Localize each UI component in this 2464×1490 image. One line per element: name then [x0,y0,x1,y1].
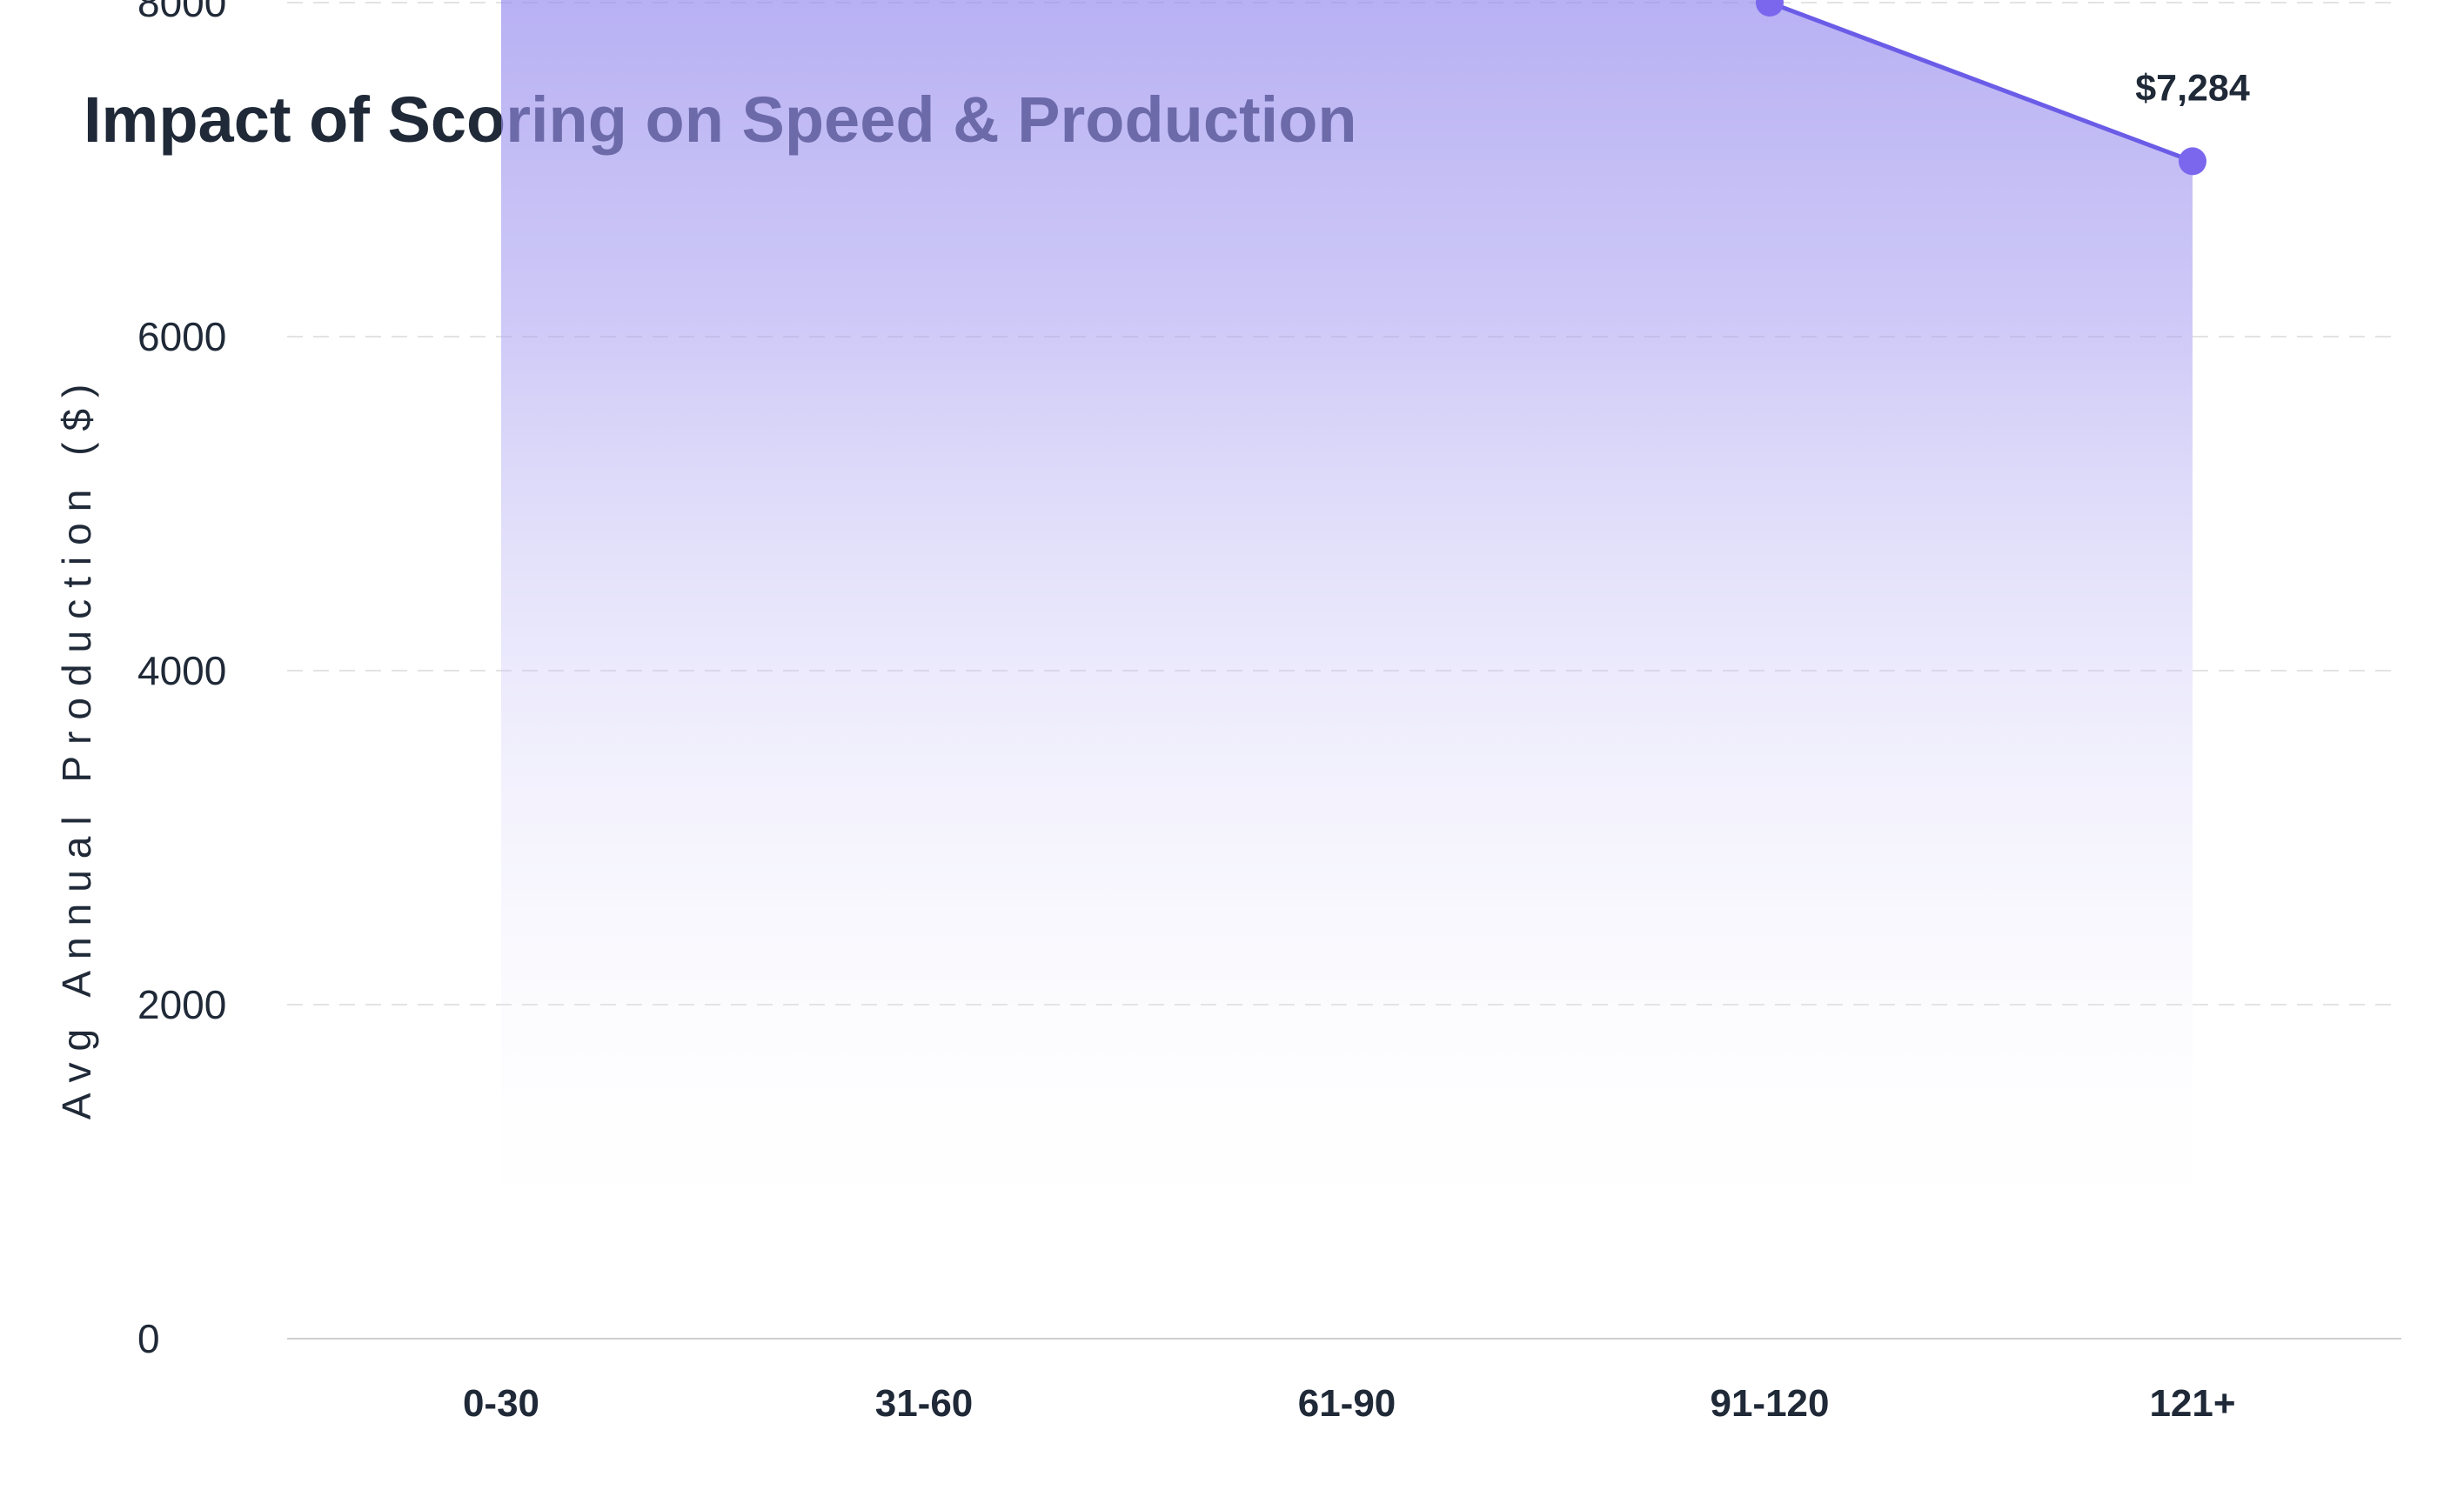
y-tick-label-0: 0 [137,1316,160,1361]
y-axis-label: Avg Annual Production ($) [54,373,99,1120]
data-point-91-120 [1756,0,1784,17]
series-line [1764,0,2193,164]
y-tick-label-8000: 8000 [137,0,226,25]
y-axis-ticks: 020004000600080001000012000 [137,0,226,1361]
x-axis-ticks: 0-30 31-60 61-90 91-120 121+ [463,1382,2236,1425]
x-tick-label-61-90: 61-90 [1298,1382,1396,1425]
y-tick-label-2000: 2000 [137,982,226,1027]
data-points [1756,0,2206,176]
data-labels: $131,137$11,219$10,395$8,030$7,284 [2135,67,2250,109]
area-fill [501,0,2193,1261]
y-tick-label-4000: 4000 [137,648,226,693]
data-label-121+: $7,284 [2135,67,2250,109]
data-point-121+ [2179,147,2206,176]
x-tick-label-121+: 121+ [2149,1382,2235,1425]
x-tick-label-31-60: 31-60 [875,1382,974,1425]
y-tick-label-6000: 6000 [137,314,226,359]
x-tick-label-91-120: 91-120 [1710,1382,1829,1425]
x-tick-label-0-30: 0-30 [463,1382,539,1425]
